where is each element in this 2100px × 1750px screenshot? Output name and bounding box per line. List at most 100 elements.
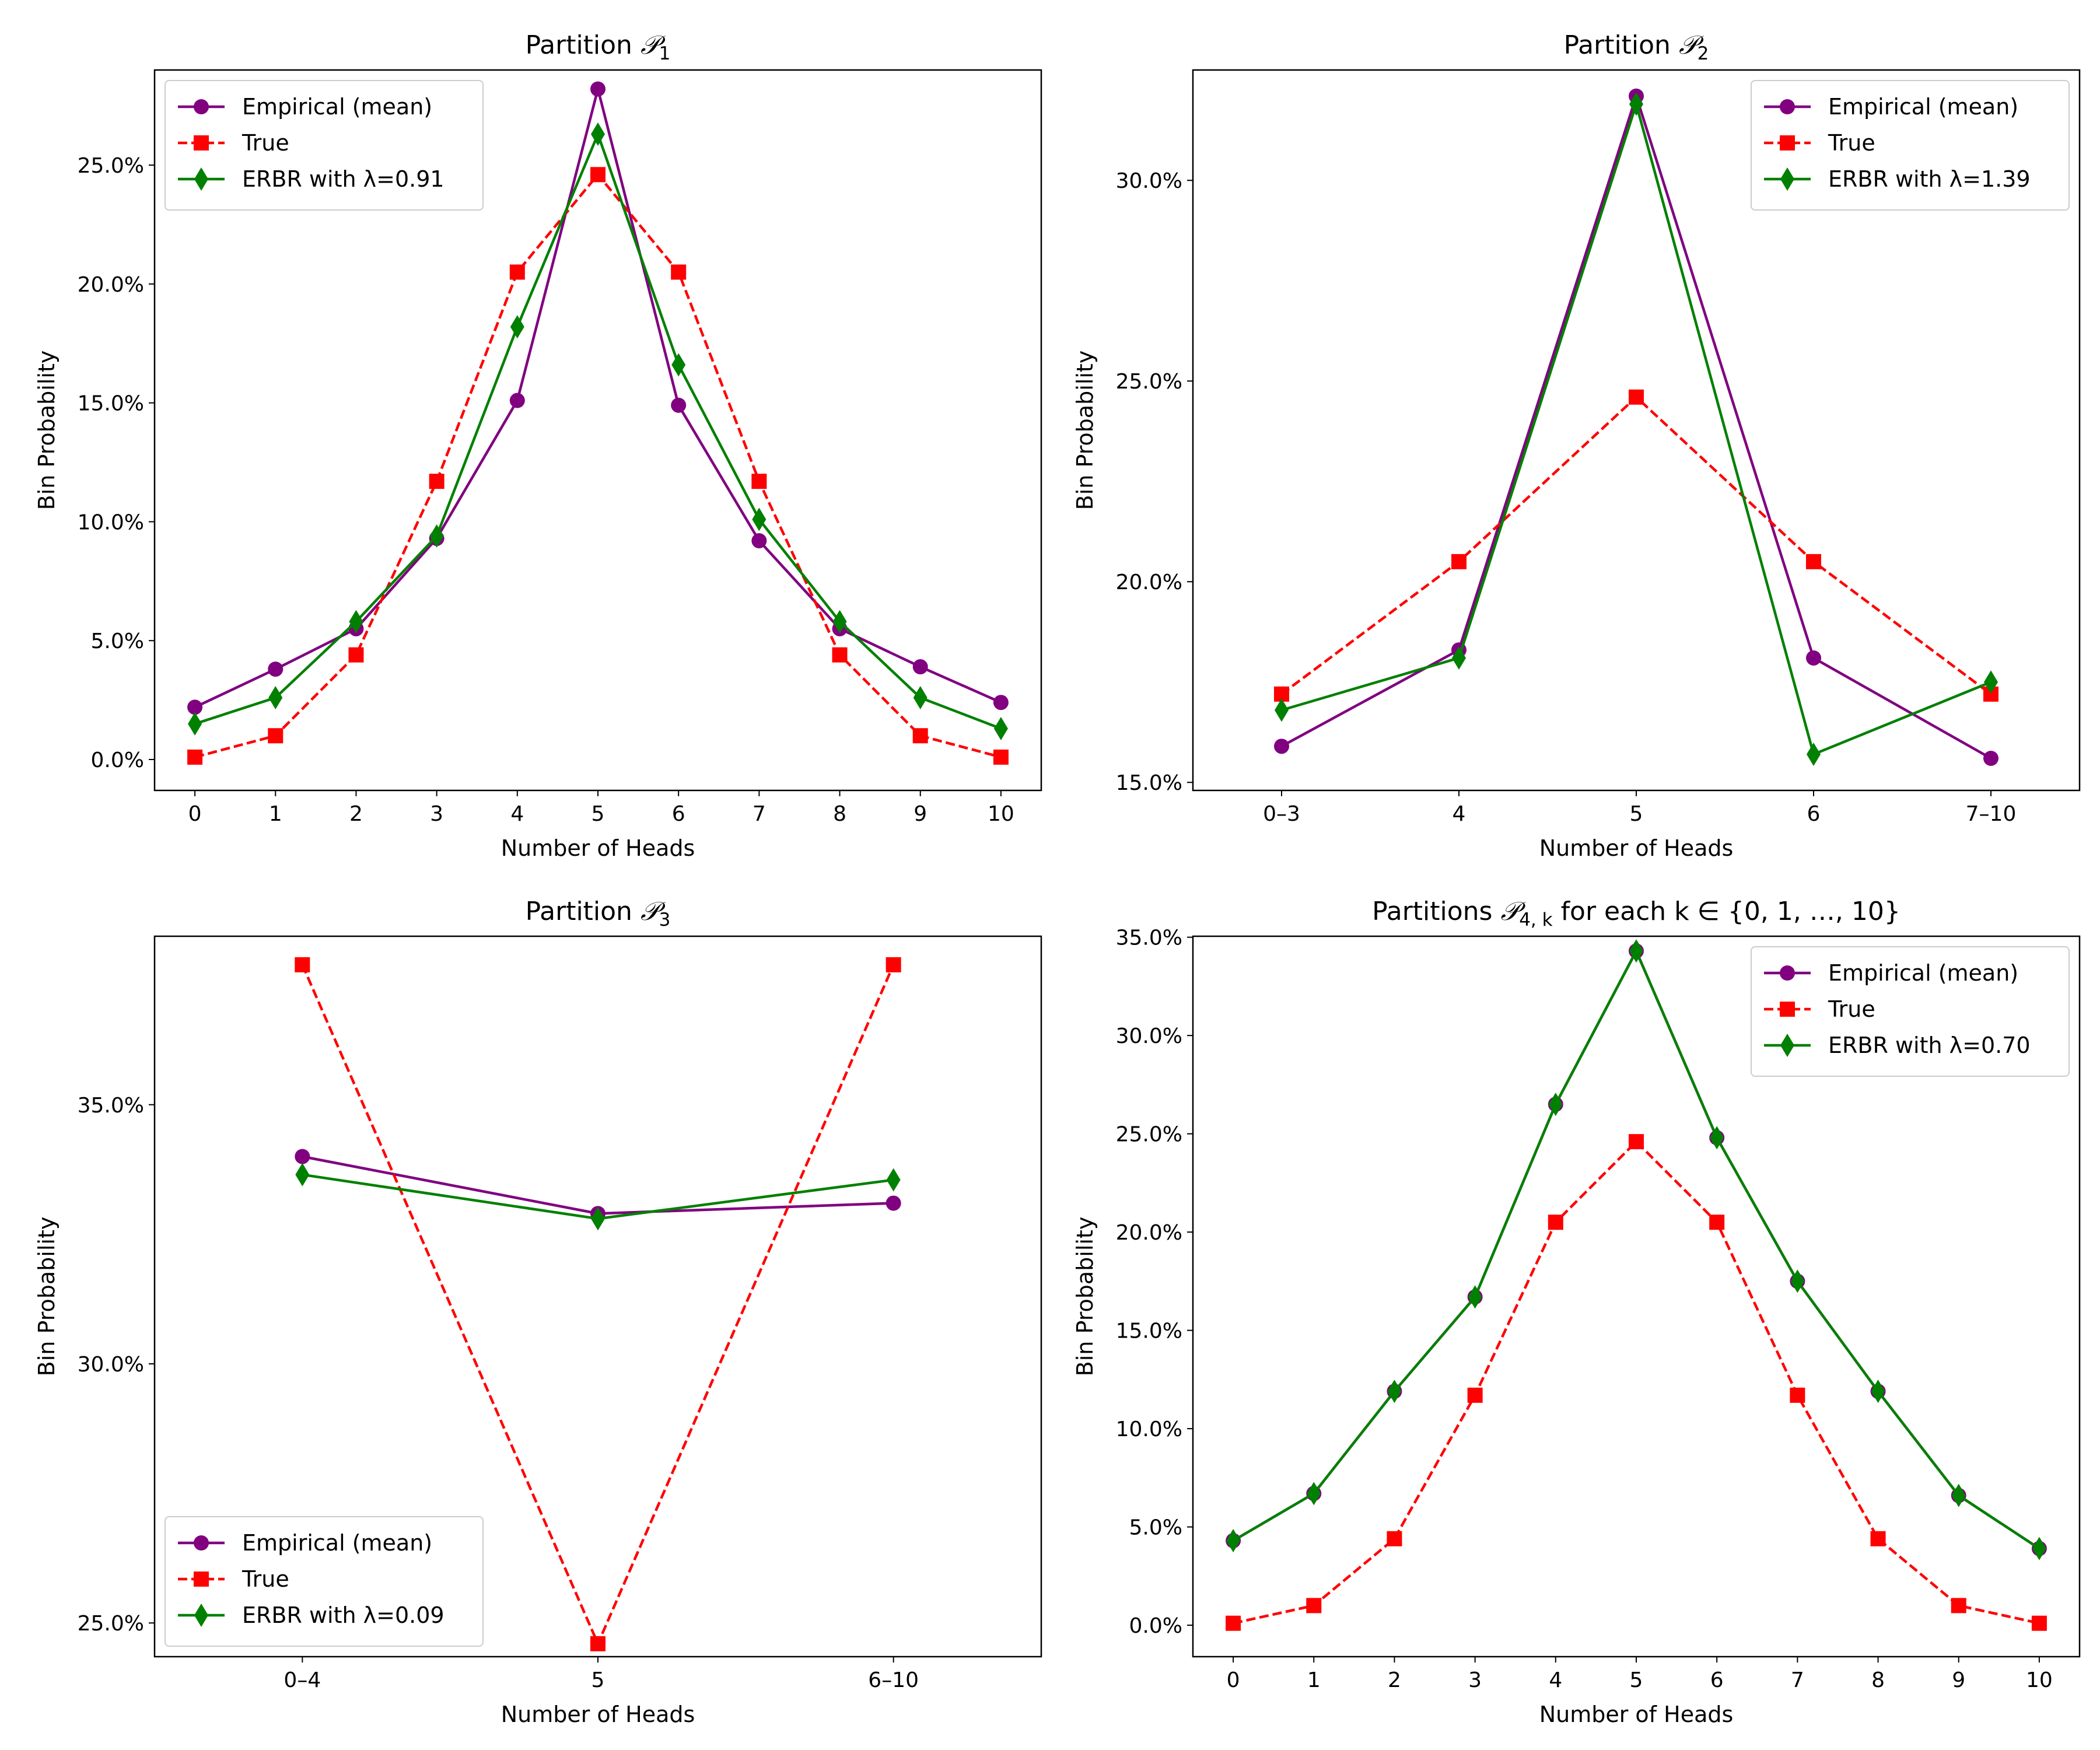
legend-marker bbox=[1780, 1034, 1794, 1057]
chart-title: Partitions 𝒫4, k for each k ∈ {0, 1, …, … bbox=[1372, 897, 1901, 930]
legend-label: Empirical (mean) bbox=[242, 94, 432, 120]
data-point bbox=[429, 524, 444, 548]
legend-marker bbox=[1780, 135, 1795, 150]
x-axis-label: Number of Heads bbox=[1539, 835, 1734, 861]
data-point bbox=[429, 474, 444, 489]
x-tick-label: 6 bbox=[1710, 1668, 1724, 1692]
data-point bbox=[886, 957, 901, 972]
x-tick-label: 2 bbox=[349, 802, 363, 826]
chart-panel-4: 0 1 2 3 4 5 6 7 8 9 10 0.0% 5.0% 10.0% 15.0% 20.0% 25.0%… bbox=[1072, 897, 2081, 1727]
x-tick-label: 7 bbox=[1791, 1668, 1804, 1692]
data-point bbox=[886, 1168, 901, 1192]
y-axis-label: Bin Probability bbox=[34, 1217, 60, 1377]
legend-label: ERBR with λ=0.91 bbox=[242, 166, 444, 192]
legend-box bbox=[1751, 946, 2070, 1077]
y-tick-label: 30.0% bbox=[1116, 169, 1182, 193]
legend-label: ERBR with λ=1.39 bbox=[1828, 166, 2031, 192]
data-point bbox=[2032, 1536, 2046, 1560]
data-point bbox=[268, 686, 283, 710]
data-point bbox=[1790, 1387, 1805, 1403]
y-axis-label: Bin Probability bbox=[34, 351, 60, 510]
series-line-3 bbox=[194, 130, 1002, 730]
x-tick-label: 9 bbox=[1952, 1668, 1965, 1692]
data-point bbox=[751, 533, 767, 549]
legend-marker bbox=[194, 1604, 208, 1627]
series-line-2 bbox=[194, 172, 1002, 759]
data-point bbox=[1629, 1134, 1644, 1150]
x-tick-label: 1 bbox=[269, 802, 282, 826]
chart-panel-2: 0–3 4 5 6 7–10 15.0% 20.0% 25.0% 30.0% Number of … bbox=[1072, 30, 2081, 861]
series-line-1 bbox=[302, 1155, 894, 1215]
data-point bbox=[913, 686, 928, 710]
data-point bbox=[1951, 1598, 1966, 1614]
y-tick-label: 10.0% bbox=[78, 510, 144, 534]
x-tick-label: 2 bbox=[1388, 1668, 1401, 1692]
y-tick-label: 25.0% bbox=[78, 1612, 144, 1636]
data-point bbox=[1983, 750, 1999, 766]
data-point bbox=[1452, 646, 1466, 670]
x-tick-label: 7 bbox=[752, 802, 766, 826]
data-point bbox=[671, 397, 687, 413]
y-tick-label: 0.0% bbox=[91, 748, 144, 772]
y-tick-label: 35.0% bbox=[78, 1094, 144, 1118]
data-point bbox=[751, 474, 767, 489]
data-point bbox=[912, 659, 928, 675]
legend-box bbox=[164, 80, 484, 211]
legend-label: True bbox=[1828, 996, 1875, 1022]
data-point bbox=[591, 1207, 605, 1231]
data-point bbox=[268, 728, 284, 744]
x-tick-label: 5 bbox=[1630, 802, 1643, 826]
x-tick-label: 6 bbox=[672, 802, 685, 826]
legend-box bbox=[164, 1516, 484, 1647]
legend-marker bbox=[1780, 99, 1795, 114]
x-tick-label: 8 bbox=[833, 802, 846, 826]
data-point bbox=[1870, 1531, 1886, 1546]
chart-panel-3: 0–4 5 6–10 25.0% 30.0% 35.0% Number of Heads Bi… bbox=[34, 897, 1042, 1727]
legend: Empirical (mean) True ERBR with λ=0.70 bbox=[1751, 946, 2070, 1077]
data-point bbox=[1387, 1531, 1402, 1546]
x-tick-label: 3 bbox=[1468, 1668, 1482, 1692]
x-tick-label: 4 bbox=[510, 802, 524, 826]
y-tick-label: 15.0% bbox=[1116, 1320, 1182, 1343]
y-axis-label: Bin Probability bbox=[1072, 351, 1098, 510]
data-point bbox=[1709, 1214, 1725, 1230]
x-tick-label: 1 bbox=[1307, 1668, 1321, 1692]
data-point bbox=[268, 662, 284, 677]
data-point bbox=[1951, 1483, 1966, 1507]
legend-label: Empirical (mean) bbox=[242, 1530, 432, 1556]
data-point bbox=[832, 610, 847, 634]
data-point bbox=[1871, 1380, 1885, 1404]
data-point bbox=[993, 695, 1009, 710]
x-tick-label: 7–10 bbox=[1966, 802, 2017, 826]
data-point bbox=[1629, 939, 1643, 963]
data-point bbox=[1790, 1269, 1805, 1293]
data-point bbox=[1468, 1285, 1482, 1309]
data-point bbox=[590, 1636, 606, 1651]
data-point bbox=[1629, 389, 1644, 405]
legend-label: True bbox=[242, 130, 289, 156]
data-point bbox=[1226, 1529, 1241, 1553]
data-point bbox=[1226, 1615, 1241, 1631]
x-tick-label: 4 bbox=[1549, 1668, 1562, 1692]
y-tick-label: 10.0% bbox=[1116, 1418, 1182, 1441]
x-tick-label: 6 bbox=[1807, 802, 1821, 826]
data-point bbox=[1387, 1380, 1402, 1404]
y-tick-label: 0.0% bbox=[1129, 1614, 1182, 1638]
y-tick-label: 5.0% bbox=[1129, 1516, 1182, 1540]
data-point bbox=[187, 699, 203, 715]
data-point bbox=[1306, 1598, 1322, 1614]
legend-marker bbox=[1780, 167, 1794, 191]
y-tick-label: 20.0% bbox=[1116, 1221, 1182, 1245]
x-tick-label: 0–3 bbox=[1263, 802, 1300, 826]
y-tick-label: 5.0% bbox=[91, 629, 144, 653]
legend-marker bbox=[194, 135, 209, 150]
data-point bbox=[993, 749, 1009, 765]
data-point bbox=[1307, 1482, 1321, 1506]
x-tick-label: 3 bbox=[430, 802, 443, 826]
data-point bbox=[671, 353, 686, 377]
legend: Empirical (mean) True ERBR with λ=0.09 bbox=[164, 1516, 484, 1647]
data-point bbox=[832, 647, 848, 663]
y-tick-label: 15.0% bbox=[78, 392, 144, 416]
data-point bbox=[1806, 650, 1821, 666]
legend-marker bbox=[194, 1572, 209, 1587]
